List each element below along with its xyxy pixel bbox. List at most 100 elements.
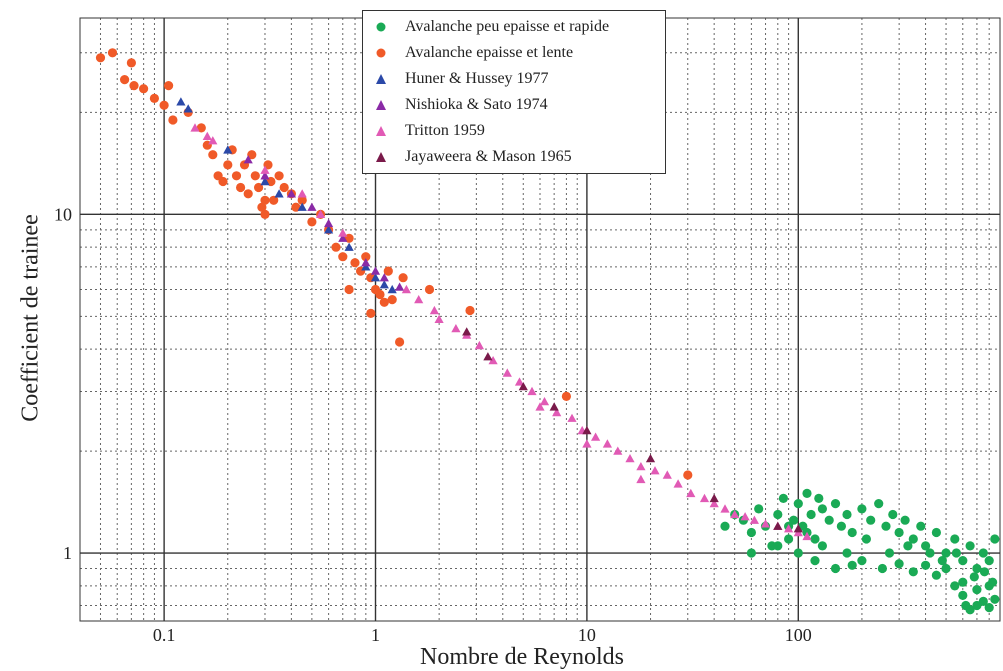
data-point [830, 499, 841, 509]
data-point [881, 521, 891, 531]
data-point [894, 559, 904, 569]
data-point [168, 115, 178, 125]
legend-label: Avalanche epaisse et lente [405, 44, 574, 61]
data-point [260, 195, 270, 205]
legend-item-nishioka-sato: Nishioka & Sato 1974 [375, 92, 665, 118]
data-point [414, 295, 424, 304]
legend-item-avalanche-lente: Avalanche epaisse et lente [375, 40, 665, 66]
data-point [552, 407, 562, 417]
data-point [474, 340, 484, 350]
data-point [183, 104, 193, 113]
data-point [778, 493, 789, 503]
data-point [338, 228, 348, 237]
data-point [379, 297, 389, 307]
y-tick-label: 1 [63, 543, 72, 563]
data-point [950, 534, 960, 544]
data-point [361, 258, 371, 267]
legend-marker-circle-icon [375, 21, 387, 33]
data-point [395, 282, 405, 291]
data-point [502, 368, 512, 377]
data-point [361, 252, 371, 262]
data-point [802, 488, 812, 498]
data-point [984, 556, 994, 566]
series-group [190, 123, 812, 541]
data-point [196, 123, 206, 133]
data-point [567, 413, 577, 422]
data-point [338, 233, 348, 242]
x-tick-label: 1 [371, 625, 380, 645]
data-point [331, 242, 341, 252]
legend-marker-triangle-icon [375, 125, 387, 137]
data-point [965, 541, 975, 551]
data-point [894, 527, 904, 538]
data-point [149, 93, 159, 103]
legend-label: Huner & Hussey 1977 [405, 70, 549, 87]
data-point [370, 266, 381, 275]
legend-item-huner-hussey: Huner & Hussey 1977 [375, 66, 665, 92]
data-point [250, 171, 260, 181]
data-point [645, 454, 656, 463]
data-point [274, 189, 284, 198]
y-axis-title: Coefficient de trainee [17, 214, 44, 422]
data-point [274, 171, 284, 181]
data-point [941, 548, 951, 558]
data-point [824, 515, 834, 525]
series-group [462, 327, 803, 533]
data-point [836, 521, 847, 531]
data-point [900, 515, 910, 525]
data-point [988, 577, 998, 587]
ticks-layer: 0.1 1 10 100 1 10 [54, 204, 812, 645]
data-point [434, 314, 444, 323]
data-point [793, 499, 803, 509]
data-point [699, 493, 710, 503]
data-point [908, 534, 918, 544]
data-point [866, 515, 876, 525]
data-point [978, 596, 988, 607]
data-point [243, 189, 253, 199]
data-point [383, 266, 393, 276]
data-point [223, 160, 233, 170]
data-point [297, 195, 307, 205]
data-point [395, 337, 405, 347]
data-point [344, 242, 354, 251]
data-point [338, 252, 348, 262]
data-point [746, 548, 757, 558]
legend-marker-triangle-icon [375, 73, 387, 85]
legend-marker-triangle-icon [375, 151, 387, 163]
data-point [650, 466, 660, 475]
data-point [874, 499, 884, 509]
data-point [972, 585, 982, 595]
data-point [591, 432, 601, 441]
data-point [223, 145, 233, 154]
data-point [950, 581, 960, 591]
data-point [842, 509, 852, 520]
data-point [488, 356, 498, 365]
data-point [749, 515, 759, 524]
data-point [344, 284, 354, 295]
data-point [979, 567, 990, 577]
data-point [720, 504, 730, 513]
data-point [842, 548, 852, 558]
series-group [243, 155, 405, 291]
data-point [602, 439, 612, 448]
data-point [379, 280, 389, 289]
data-point [773, 509, 783, 520]
data-point [120, 75, 130, 85]
data-point [257, 202, 267, 212]
data-point [549, 402, 559, 411]
data-point [527, 386, 537, 396]
data-point [324, 225, 334, 234]
data-point [424, 284, 435, 295]
data-point [916, 521, 926, 531]
data-point [401, 284, 411, 294]
data-point [847, 527, 857, 538]
data-point [297, 189, 307, 198]
data-point [324, 218, 334, 228]
data-point [625, 454, 635, 463]
x-tick-label: 100 [785, 625, 812, 645]
data-point [990, 534, 1000, 544]
data-point [636, 474, 646, 484]
data-point [483, 352, 493, 361]
data-point [857, 504, 867, 514]
data-point [662, 470, 672, 479]
